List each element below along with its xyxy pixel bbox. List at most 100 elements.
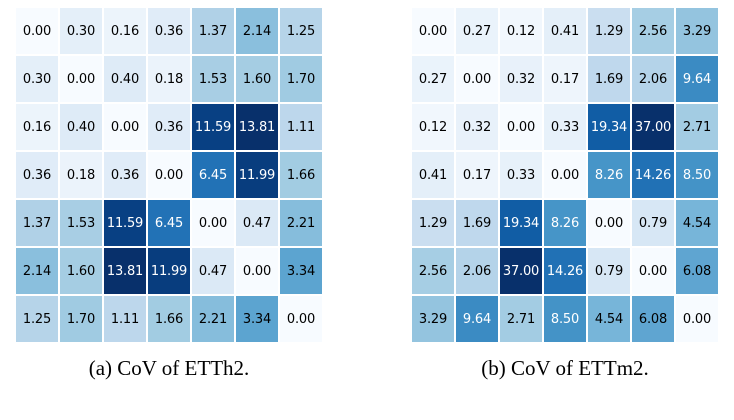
- heatmap-cell: 2.71: [676, 104, 718, 150]
- heatmap-cell: 37.00: [632, 104, 674, 150]
- heatmap-cell: 2.06: [456, 248, 498, 294]
- heatmap-cell: 0.12: [500, 8, 542, 54]
- heatmap-cell: 9.64: [676, 56, 718, 102]
- heatmap-ettm2: 0.00 0.27 0.12 0.41 1.29 2.56 3.29 0.27 0.00 0.32…: [412, 8, 718, 342]
- heatmap-cell: 2.56: [632, 8, 674, 54]
- heatmap-cell: 1.11: [104, 296, 146, 342]
- heatmap-cell: 1.29: [588, 8, 630, 54]
- heatmap-cell: 1.66: [280, 152, 322, 198]
- heatmap-cell: 1.25: [16, 296, 58, 342]
- heatmap-cell: 0.36: [16, 152, 58, 198]
- heatmap-cell: 4.54: [588, 296, 630, 342]
- caption-a: (a) CoV of ETTh2.: [88, 356, 250, 380]
- heatmap-cell: 0.41: [544, 8, 586, 54]
- heatmap-cell: 1.69: [588, 56, 630, 102]
- heatmap-cell: 11.59: [104, 200, 146, 246]
- heatmap-cell: 19.34: [588, 104, 630, 150]
- heatmap-cell: 14.26: [544, 248, 586, 294]
- heatmap-cell: 0.27: [412, 56, 454, 102]
- heatmap-cell: 0.47: [192, 248, 234, 294]
- heatmap-cell: 2.06: [632, 56, 674, 102]
- heatmap-cell: 1.37: [16, 200, 58, 246]
- heatmap-cell: 1.69: [456, 200, 498, 246]
- heatmap-cell: 8.26: [544, 200, 586, 246]
- heatmap-cell: 1.60: [236, 56, 278, 102]
- heatmap-cell: 8.50: [544, 296, 586, 342]
- caption-b: (b) CoV of ETTm2.: [481, 356, 649, 380]
- heatmap-cell: 0.12: [412, 104, 454, 150]
- heatmap-cell: 0.79: [588, 248, 630, 294]
- heatmap-cell: 0.36: [148, 8, 190, 54]
- heatmap-cell: 0.27: [456, 8, 498, 54]
- heatmap-cell: 2.71: [500, 296, 542, 342]
- heatmap-cell: 1.11: [280, 104, 322, 150]
- heatmap-cell: 0.47: [236, 200, 278, 246]
- heatmap-cell: 9.64: [456, 296, 498, 342]
- heatmap-cell: 0.41: [412, 152, 454, 198]
- heatmap-cell: 0.36: [148, 104, 190, 150]
- heatmap-cell: 0.16: [104, 8, 146, 54]
- heatmap-cell: 0.00: [632, 248, 674, 294]
- heatmap-cell: 13.81: [236, 104, 278, 150]
- heatmap-cell: 0.18: [148, 56, 190, 102]
- heatmap-cell: 0.00: [104, 104, 146, 150]
- heatmap-cell: 0.00: [500, 104, 542, 150]
- heatmap-cell: 0.17: [456, 152, 498, 198]
- heatmap-cell: 3.29: [412, 296, 454, 342]
- heatmap-cell: 1.60: [60, 248, 102, 294]
- heatmap-cell: 0.17: [544, 56, 586, 102]
- heatmap-cell: 19.34: [500, 200, 542, 246]
- heatmap-cell: 4.54: [676, 200, 718, 246]
- heatmap-cell: 37.00: [500, 248, 542, 294]
- heatmap-cell: 0.32: [456, 104, 498, 150]
- heatmap-cell: 1.37: [192, 8, 234, 54]
- heatmap-cell: 6.08: [676, 248, 718, 294]
- heatmap-cell: 2.21: [192, 296, 234, 342]
- heatmap-cell: 2.14: [236, 8, 278, 54]
- heatmap-cell: 0.33: [500, 152, 542, 198]
- heatmap-cell: 8.50: [676, 152, 718, 198]
- heatmap-cell: 0.00: [236, 248, 278, 294]
- heatmap-cell: 2.56: [412, 248, 454, 294]
- heatmap-cell: 11.99: [148, 248, 190, 294]
- heatmap-cell: 1.70: [60, 296, 102, 342]
- heatmap-cell: 0.00: [456, 56, 498, 102]
- heatmap-cell: 0.33: [544, 104, 586, 150]
- heatmap-cell: 11.59: [192, 104, 234, 150]
- heatmap-cell: 14.26: [632, 152, 674, 198]
- heatmap-cell: 1.66: [148, 296, 190, 342]
- heatmap-panel-b: 0.00 0.27 0.12 0.41 1.29 2.56 3.29 0.27 0.00 0.32…: [412, 8, 718, 381]
- heatmap-cell: 1.25: [280, 8, 322, 54]
- heatmap-cell: 0.00: [412, 8, 454, 54]
- heatmap-cell: 0.30: [16, 56, 58, 102]
- heatmap-cell: 1.29: [412, 200, 454, 246]
- heatmap-cell: 0.79: [632, 200, 674, 246]
- heatmap-cell: 0.40: [104, 56, 146, 102]
- heatmap-cell: 0.32: [500, 56, 542, 102]
- heatmap-cell: 3.34: [236, 296, 278, 342]
- heatmap-cell: 1.70: [280, 56, 322, 102]
- heatmap-cell: 0.40: [60, 104, 102, 150]
- heatmap-cell: 13.81: [104, 248, 146, 294]
- heatmap-cell: 3.29: [676, 8, 718, 54]
- heatmap-cell: 0.00: [280, 296, 322, 342]
- heatmap-cell: 0.00: [588, 200, 630, 246]
- heatmap-cell: 6.45: [148, 200, 190, 246]
- heatmap-panel-a: 0.00 0.30 0.16 0.36 1.37 2.14 1.25 0.30 0.00 0.40…: [16, 8, 322, 381]
- heatmap-cell: 2.14: [16, 248, 58, 294]
- heatmap-cell: 8.26: [588, 152, 630, 198]
- heatmap-cell: 0.30: [60, 8, 102, 54]
- heatmap-cell: 1.53: [60, 200, 102, 246]
- heatmap-cell: 0.18: [60, 152, 102, 198]
- heatmap-cell: 0.00: [192, 200, 234, 246]
- heatmap-cell: 0.00: [148, 152, 190, 198]
- heatmap-cell: 1.53: [192, 56, 234, 102]
- heatmap-cell: 0.36: [104, 152, 146, 198]
- heatmap-cell: 0.00: [60, 56, 102, 102]
- heatmap-cell: 6.45: [192, 152, 234, 198]
- heatmap-cell: 11.99: [236, 152, 278, 198]
- heatmap-cell: 3.34: [280, 248, 322, 294]
- heatmap-etth2: 0.00 0.30 0.16 0.36 1.37 2.14 1.25 0.30 0.00 0.40…: [16, 8, 322, 342]
- heatmap-cell: 0.16: [16, 104, 58, 150]
